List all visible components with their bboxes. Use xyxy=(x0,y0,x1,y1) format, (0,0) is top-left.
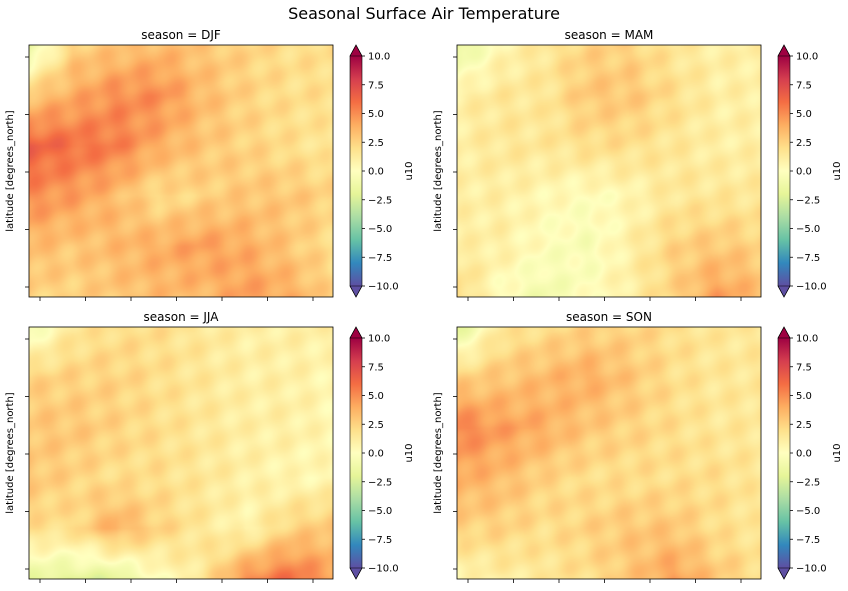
figure-title: Seasonal Surface Air Temperature xyxy=(288,4,560,23)
colorbar-tick-label: 0.0 xyxy=(796,449,812,460)
colorbar-label: u10 xyxy=(832,443,843,462)
colorbar-tick-label: 2.5 xyxy=(796,138,812,149)
colorbar-tick-label: −7.5 xyxy=(368,535,392,546)
y-axis-label: latitude [degrees_north] xyxy=(433,392,444,514)
heatmap-field xyxy=(457,45,761,297)
colorbar-tick-label: 10.0 xyxy=(368,334,390,345)
colorbar-extend-max xyxy=(349,44,363,57)
colorbar-tick-label: 5.0 xyxy=(796,109,812,120)
colorbar-tick-label: −5.0 xyxy=(796,224,820,235)
colorbar-extend-min xyxy=(777,285,791,298)
axes-frame xyxy=(28,44,334,298)
colorbar-tick-label: 5.0 xyxy=(796,391,812,402)
colorbar-tick-label: 0.0 xyxy=(368,449,384,460)
colorbar-extend-max xyxy=(777,326,791,339)
colorbar-tick-label: −5.0 xyxy=(368,224,392,235)
y-axis-label: latitude [degrees_north] xyxy=(5,110,16,232)
colorbar-tick-label: −7.5 xyxy=(796,535,820,546)
colorbar-extend-min xyxy=(777,567,791,580)
colorbar-tick-label: 10.0 xyxy=(796,52,818,63)
colorbar-tick-label: −7.5 xyxy=(368,253,392,264)
colorbar-tick-label: −2.5 xyxy=(796,477,820,488)
colorbar: 10.0 7.5 5.0 2.5 0.0 −2.5 −5.0 −7.5 −10.0 u10 xyxy=(349,44,415,298)
axes-frame xyxy=(456,44,762,298)
panel-3: season = SON latitude [degrees_north] 10.0… xyxy=(433,310,843,583)
colorbar-tick-label: −2.5 xyxy=(796,195,820,206)
colorbar-tick-label: 10.0 xyxy=(368,52,390,63)
colorbar-gradient xyxy=(350,56,362,286)
colorbar-tick-label: −2.5 xyxy=(368,477,392,488)
colorbar-tick-label: 2.5 xyxy=(368,420,384,431)
panel-title: season = SON xyxy=(566,310,652,324)
colorbar-tick-label: −10.0 xyxy=(368,282,399,293)
colorbar-extend-max xyxy=(777,44,791,57)
colorbar-gradient xyxy=(350,338,362,568)
panel-2: season = JJA latitude [degrees_north] 10.0… xyxy=(5,310,415,583)
colorbar-tick-label: −2.5 xyxy=(368,195,392,206)
colorbar-tick-label: 0.0 xyxy=(368,167,384,178)
colorbar: 10.0 7.5 5.0 2.5 0.0 −2.5 −5.0 −7.5 −10.0 u10 xyxy=(777,44,843,298)
colorbar-tick-label: −10.0 xyxy=(368,564,399,575)
panel-title: season = DJF xyxy=(141,28,221,42)
colorbar-extend-min xyxy=(349,567,363,580)
heatmap-field xyxy=(29,45,333,297)
colorbar-gradient xyxy=(778,56,790,286)
colorbar-label: u10 xyxy=(832,161,843,180)
y-axis-label: latitude [degrees_north] xyxy=(433,110,444,232)
colorbar-extend-min xyxy=(349,285,363,298)
colorbar-tick-label: −10.0 xyxy=(796,282,827,293)
colorbar-tick-label: 0.0 xyxy=(796,167,812,178)
colorbar: 10.0 7.5 5.0 2.5 0.0 −2.5 −5.0 −7.5 −10.0 u10 xyxy=(777,326,843,580)
y-axis-label: latitude [degrees_north] xyxy=(5,392,16,514)
colorbar: 10.0 7.5 5.0 2.5 0.0 −2.5 −5.0 −7.5 −10.0 u10 xyxy=(349,326,415,580)
panel-title: season = JJA xyxy=(144,310,220,324)
axes-frame xyxy=(28,326,334,580)
panel-1: season = MAM latitude [degrees_north] 10.0… xyxy=(433,28,843,301)
colorbar-extend-max xyxy=(349,326,363,339)
colorbar-tick-label: 10.0 xyxy=(796,334,818,345)
colorbar-tick-label: −10.0 xyxy=(796,564,827,575)
colorbar-tick-label: 7.5 xyxy=(368,80,384,91)
colorbar-tick-label: 7.5 xyxy=(796,80,812,91)
colorbar-tick-label: 5.0 xyxy=(368,109,384,120)
colorbar-tick-label: 7.5 xyxy=(796,362,812,373)
colorbar-tick-label: −5.0 xyxy=(368,506,392,517)
colorbar-tick-label: −7.5 xyxy=(796,253,820,264)
heatmap-field xyxy=(457,327,761,579)
heatmap-field xyxy=(29,327,333,579)
panel-title: season = MAM xyxy=(565,28,654,42)
colorbar-gradient xyxy=(778,338,790,568)
panel-0: season = DJF latitude [degrees_north] 10.0… xyxy=(5,28,415,301)
colorbar-tick-label: 2.5 xyxy=(368,138,384,149)
colorbar-tick-label: 7.5 xyxy=(368,362,384,373)
colorbar-label: u10 xyxy=(404,161,415,180)
axes-frame xyxy=(456,326,762,580)
colorbar-label: u10 xyxy=(404,443,415,462)
colorbar-tick-label: −5.0 xyxy=(796,506,820,517)
colorbar-tick-label: 5.0 xyxy=(368,391,384,402)
colorbar-tick-label: 2.5 xyxy=(796,420,812,431)
